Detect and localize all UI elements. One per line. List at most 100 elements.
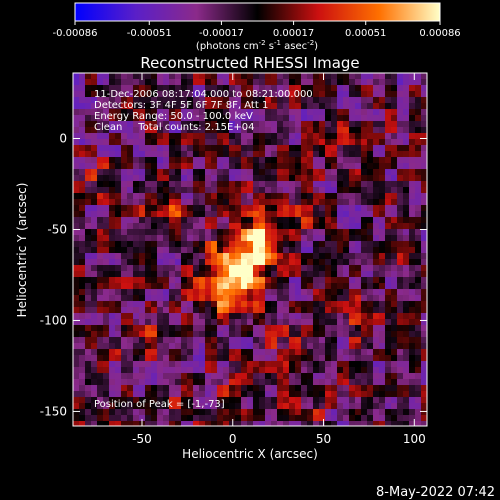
heatmap-cell xyxy=(379,193,386,200)
heatmap-cell xyxy=(253,247,260,254)
heatmap-cell xyxy=(151,217,158,224)
heatmap-cell xyxy=(253,139,260,146)
heatmap-cell xyxy=(295,193,302,200)
heatmap-cell xyxy=(307,193,314,200)
heatmap-cell xyxy=(91,91,98,98)
heatmap-cell xyxy=(223,307,230,314)
heatmap-cell xyxy=(73,379,80,386)
heatmap-cell xyxy=(253,115,260,122)
heatmap-cell xyxy=(235,247,242,254)
heatmap-cell xyxy=(355,85,362,92)
heatmap-cell xyxy=(211,115,218,122)
heatmap-cell xyxy=(103,187,110,194)
heatmap-cell xyxy=(229,163,236,170)
heatmap-cell xyxy=(211,391,218,398)
heatmap-cell xyxy=(289,73,296,80)
heatmap-cell xyxy=(229,121,236,128)
heatmap-cell xyxy=(241,139,248,146)
heatmap-cell xyxy=(151,265,158,272)
heatmap-cell xyxy=(361,361,368,368)
heatmap-cell xyxy=(403,319,410,326)
heatmap-cell xyxy=(271,205,278,212)
heatmap-cell xyxy=(175,187,182,194)
heatmap-cell xyxy=(421,241,427,248)
heatmap-cell xyxy=(421,145,427,152)
heatmap-cell xyxy=(193,301,200,308)
heatmap-cell xyxy=(169,151,176,158)
heatmap-cell xyxy=(361,253,368,260)
heatmap-cell xyxy=(169,211,176,218)
heatmap-cell xyxy=(205,187,212,194)
heatmap-cell xyxy=(145,73,152,80)
heatmap-cell xyxy=(361,199,368,206)
heatmap-cell xyxy=(79,421,86,426)
heatmap-cell xyxy=(163,247,170,254)
heatmap-cell xyxy=(241,289,248,296)
heatmap-cell xyxy=(331,247,338,254)
heatmap-cell xyxy=(169,391,176,398)
heatmap-cell xyxy=(103,295,110,302)
heatmap-cell xyxy=(103,205,110,212)
heatmap-cell xyxy=(415,205,422,212)
heatmap-cell xyxy=(409,85,416,92)
heatmap-cell xyxy=(103,139,110,146)
heatmap-cell xyxy=(415,79,422,86)
heatmap-cell xyxy=(283,397,290,404)
heatmap-cell xyxy=(175,295,182,302)
heatmap-cell xyxy=(259,259,266,266)
heatmap-cell xyxy=(415,193,422,200)
heatmap-cell xyxy=(349,355,356,362)
heatmap-cell xyxy=(385,199,392,206)
heatmap-cell xyxy=(283,331,290,338)
heatmap-cell xyxy=(355,331,362,338)
heatmap-cell xyxy=(247,115,254,122)
heatmap-cell xyxy=(259,301,266,308)
heatmap-cell xyxy=(235,169,242,176)
heatmap-cell xyxy=(373,241,380,248)
heatmap-cell xyxy=(157,193,164,200)
heatmap-cell xyxy=(145,109,152,116)
heatmap-cell xyxy=(415,145,422,152)
heatmap-cell xyxy=(229,151,236,158)
heatmap-cell xyxy=(115,409,122,416)
heatmap-cell xyxy=(175,145,182,152)
heatmap-cell xyxy=(193,307,200,314)
heatmap-cell xyxy=(151,259,158,266)
heatmap-cell xyxy=(169,301,176,308)
heatmap-cell xyxy=(79,289,86,296)
heatmap-cell xyxy=(241,133,248,140)
heatmap-cell xyxy=(385,79,392,86)
heatmap-cell xyxy=(133,397,140,404)
heatmap-cell xyxy=(181,259,188,266)
heatmap-cell xyxy=(187,169,194,176)
heatmap-cell xyxy=(373,295,380,302)
heatmap-cell xyxy=(85,163,92,170)
heatmap-cell xyxy=(121,79,128,86)
heatmap-cell xyxy=(205,235,212,242)
heatmap-cell xyxy=(319,283,326,290)
heatmap-cell xyxy=(109,193,116,200)
heatmap-cell xyxy=(145,421,152,426)
heatmap-cell xyxy=(199,397,206,404)
heatmap-cell xyxy=(103,151,110,158)
heatmap-cell xyxy=(181,367,188,374)
heatmap-cell xyxy=(247,151,254,158)
heatmap-cell xyxy=(259,319,266,326)
heatmap-cell xyxy=(271,319,278,326)
heatmap-cell xyxy=(223,277,230,284)
heatmap-cell xyxy=(235,235,242,242)
heatmap-cell xyxy=(91,79,98,86)
heatmap-cell xyxy=(307,289,314,296)
heatmap-cell xyxy=(301,85,308,92)
heatmap-cell xyxy=(229,343,236,350)
heatmap-cell xyxy=(181,109,188,116)
heatmap-cell xyxy=(187,73,194,80)
heatmap-cell xyxy=(145,265,152,272)
heatmap-cell xyxy=(229,145,236,152)
heatmap-cell xyxy=(301,157,308,164)
heatmap-cell xyxy=(127,241,134,248)
heatmap-cell xyxy=(235,295,242,302)
heatmap-cell xyxy=(121,193,128,200)
heatmap-cell xyxy=(319,187,326,194)
heatmap-cell xyxy=(151,103,158,110)
